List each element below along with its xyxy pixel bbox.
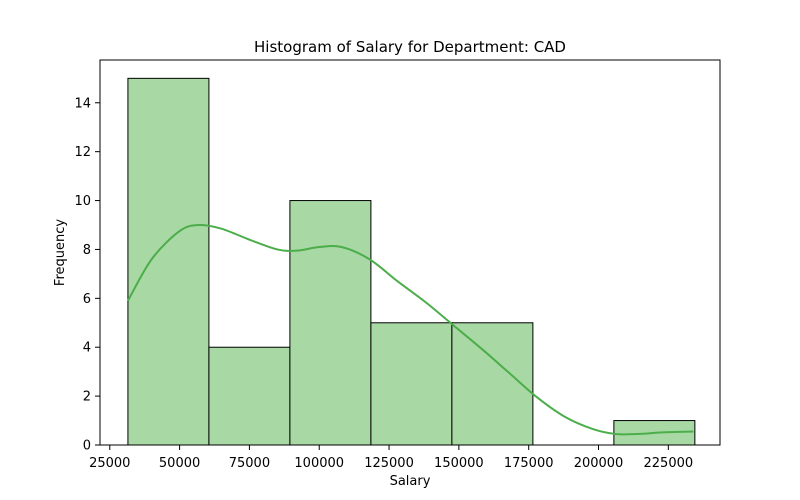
x-tick-label: 25000 [89, 456, 130, 471]
y-tick-label: 6 [83, 292, 91, 307]
x-axis-label: Salary [390, 474, 431, 489]
x-tick-label: 200000 [574, 456, 624, 471]
y-tick-label: 2 [83, 390, 91, 405]
x-tick-label: 175000 [504, 456, 554, 471]
y-tick-label: 10 [74, 194, 91, 209]
x-tick-label: 50000 [159, 456, 200, 471]
y-tick-label: 0 [83, 439, 91, 454]
histogram-bar-2 [289, 200, 372, 446]
plot-frame [99, 59, 721, 446]
y-axis-ticks: 0 2 4 6 8 10 12 14 [74, 96, 100, 454]
y-tick-label: 14 [74, 96, 91, 111]
kde-curve [127, 223, 694, 436]
x-tick-label: 150000 [434, 456, 484, 471]
histogram-bar-0 [127, 77, 210, 446]
x-tick-label: 75000 [229, 456, 270, 471]
histogram-bars [127, 77, 696, 446]
chart-title: Histogram of Salary for Department: CAD [254, 38, 566, 56]
y-tick-label: 8 [83, 243, 91, 258]
y-tick-label: 4 [83, 341, 91, 356]
x-tick-label: 225000 [644, 456, 694, 471]
y-axis-label: Frequency [53, 219, 68, 286]
y-tick-label: 12 [74, 145, 91, 160]
x-tick-label: 100000 [294, 456, 344, 471]
x-axis-ticks: 25000 50000 75000 100000 125000 150000 175000 2… [89, 445, 693, 471]
histogram-bar-3 [370, 322, 453, 446]
histogram-bar-1 [208, 346, 291, 446]
x-tick-label: 125000 [364, 456, 414, 471]
